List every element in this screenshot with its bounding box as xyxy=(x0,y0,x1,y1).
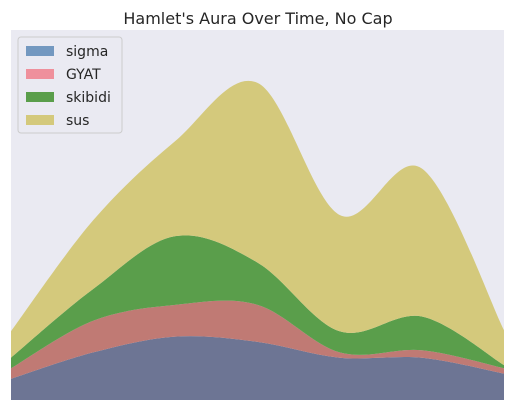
legend: sigma GYAT skibidi sus xyxy=(17,36,123,134)
chart-title: Hamlet's Aura Over Time, No Cap xyxy=(123,9,392,28)
legend-label-sigma: sigma xyxy=(66,44,108,60)
legend-label-sus: sus xyxy=(66,113,89,129)
area-skibidi xyxy=(11,235,504,369)
area-sigma xyxy=(11,336,504,400)
legend-swatch-sigma xyxy=(26,46,54,56)
area-GYAT xyxy=(11,300,504,379)
legend-swatch-GYAT xyxy=(26,69,54,79)
legend-swatch-skibidi xyxy=(26,92,54,102)
area-layers xyxy=(11,80,504,400)
legend-swatch-sus xyxy=(26,115,54,125)
legend-frame xyxy=(17,36,123,134)
area-sus xyxy=(11,80,504,366)
legend-label-skibidi: skibidi xyxy=(66,90,111,106)
legend-label-GYAT: GYAT xyxy=(66,67,101,83)
